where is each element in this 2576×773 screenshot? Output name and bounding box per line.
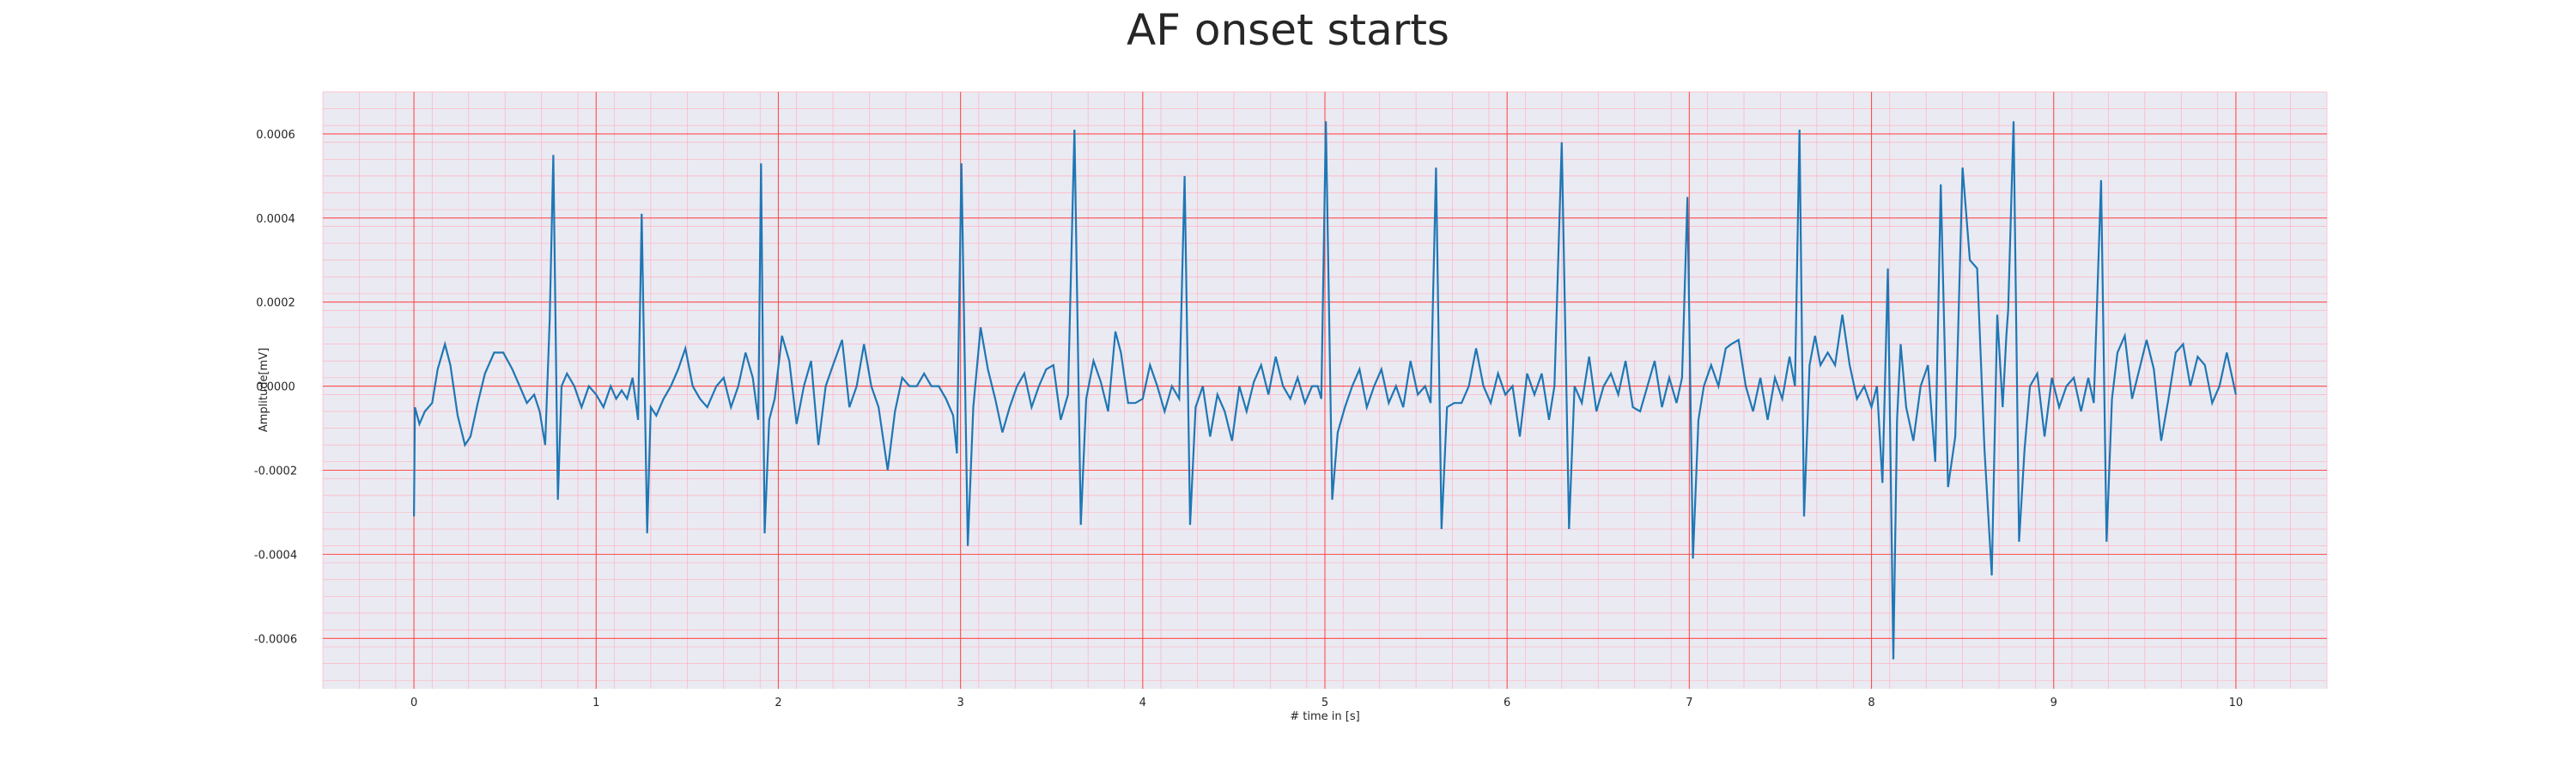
y-axis-label: Amplitude[mV] [258, 348, 270, 432]
x-tick-label: 4 [1139, 697, 1146, 709]
x-tick-label: 1 [592, 697, 599, 709]
x-tick-label: 9 [2050, 697, 2057, 709]
x-tick-label: 3 [957, 697, 963, 709]
x-tick-label: 7 [1686, 697, 1692, 709]
y-tick-label: 0.0002 [256, 297, 295, 310]
y-tick-label: 0.0000 [256, 381, 295, 394]
x-tick-labels: 0 1 2 3 4 5 6 7 8 9 10 [410, 697, 2243, 709]
chart-title: AF onset starts [1127, 5, 1449, 55]
x-axis-label: # time in [s] [1290, 710, 1359, 723]
x-tick-label: 5 [1321, 697, 1328, 709]
x-tick-label: 6 [1504, 697, 1510, 709]
y-tick-label: -0.0002 [254, 465, 297, 478]
x-tick-label: 8 [1868, 697, 1874, 709]
x-tick-label: 0 [410, 697, 417, 709]
y-tick-label: -0.0004 [254, 549, 297, 562]
y-tick-label: -0.0006 [254, 633, 297, 646]
y-tick-label: 0.0004 [256, 213, 295, 226]
x-tick-label: 2 [775, 697, 781, 709]
y-tick-labels: -0.0006 -0.0004 -0.0002 0.0000 0.0002 0.0004 0… [254, 129, 297, 646]
x-tick-label: 10 [2229, 697, 2244, 709]
series-line-ecg [413, 121, 2237, 660]
y-tick-label: 0.0006 [256, 129, 295, 142]
